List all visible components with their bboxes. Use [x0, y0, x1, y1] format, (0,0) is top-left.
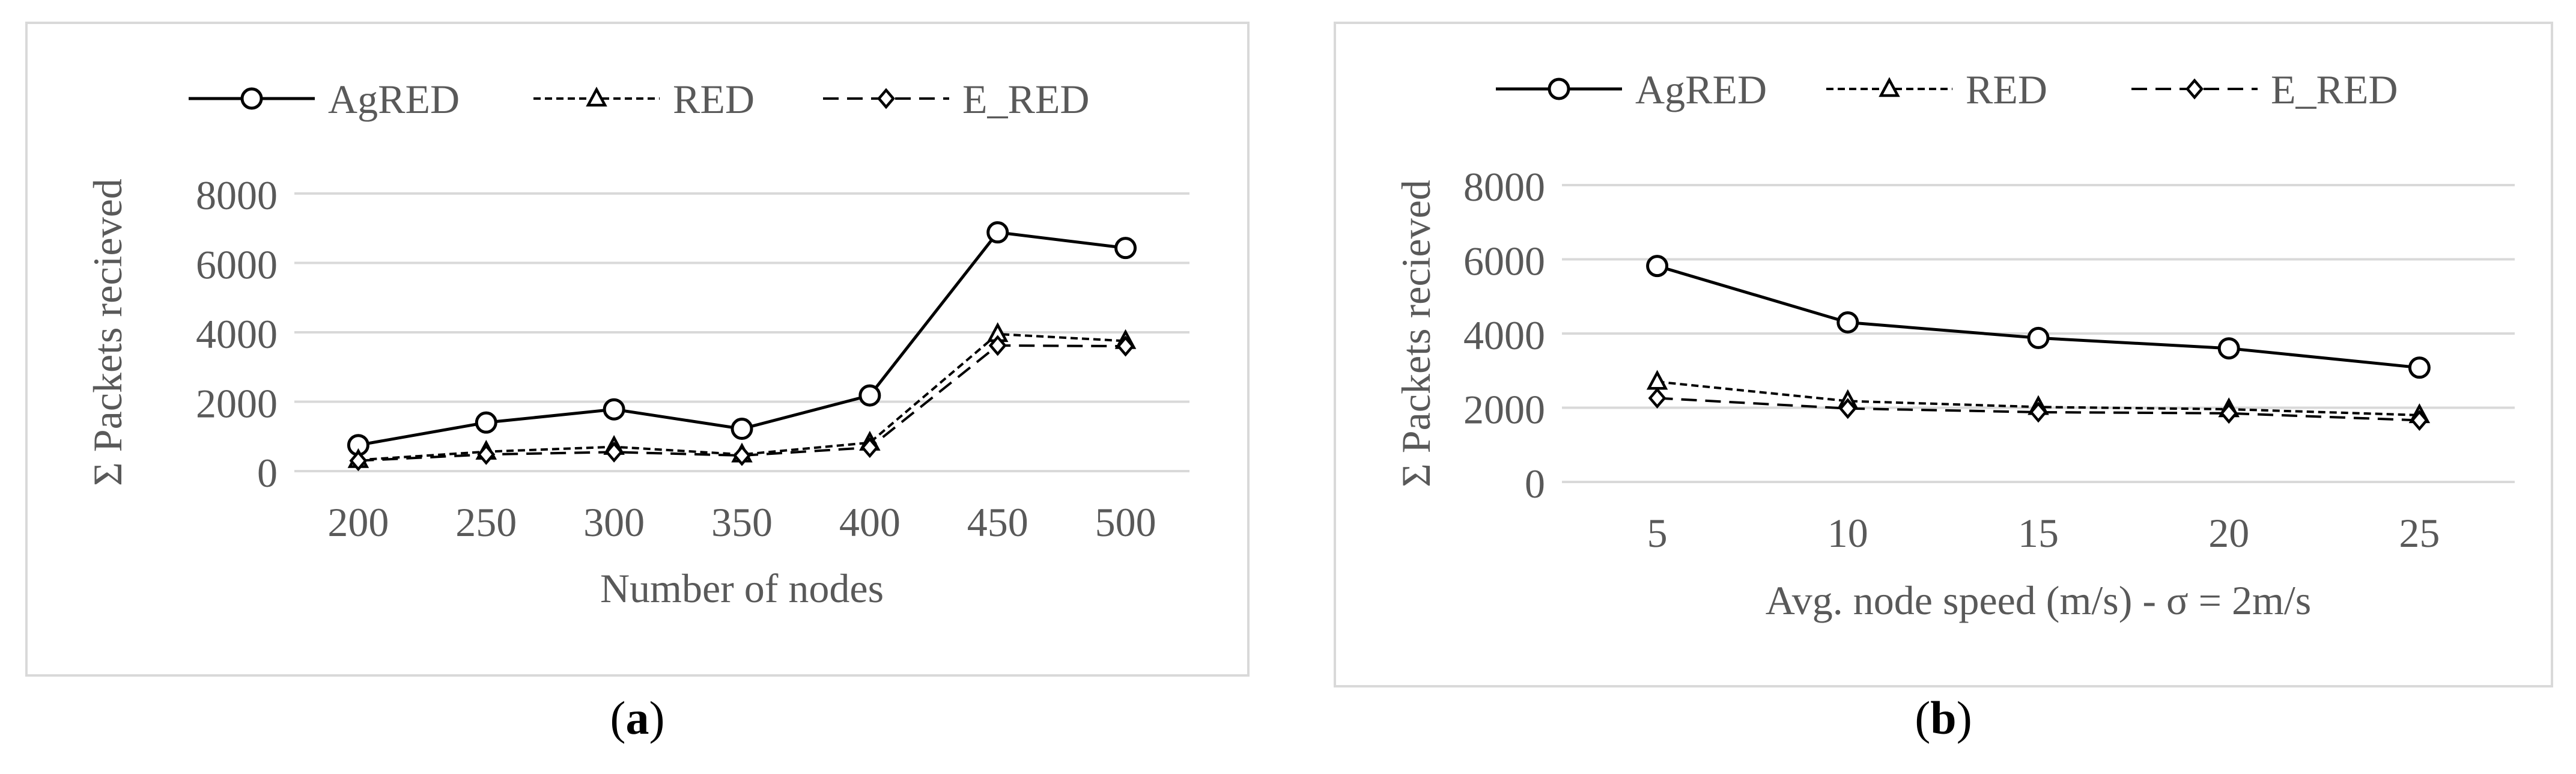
chart-a-ytick-label: 8000	[196, 172, 278, 218]
caption-a: (a)	[610, 692, 665, 744]
chart-a-xtick-label: 250	[455, 499, 517, 545]
chart-b-xtick-label: 25	[2399, 510, 2440, 556]
chart-a-legend-label-agred: AgRED	[328, 76, 460, 122]
chart-b-ytick-label: 0	[1525, 461, 1545, 507]
chart-a-xtick-label: 500	[1095, 499, 1156, 545]
chart-a-series-line-agred	[357, 231, 1126, 447]
chart-a-legend-marker-e-red	[877, 88, 895, 109]
chart-a-ytick-label: 4000	[196, 311, 278, 357]
chart-a-point-agred	[986, 221, 1009, 244]
chart-b-xtick-label: 5	[1647, 510, 1668, 556]
chart-b-point-e-red	[2410, 410, 2429, 431]
chart-a-point-e-red	[1116, 335, 1135, 357]
chart-a-point-e-red	[860, 437, 879, 459]
caption-a-letter: a	[625, 692, 649, 744]
chart-b-series-line-e-red	[1657, 397, 2420, 422]
chart-a-point-e-red	[349, 450, 368, 472]
chart-a-legend-marker-agred	[240, 87, 263, 110]
chart-b-legend-marker-e-red	[2186, 78, 2204, 100]
chart-a-ytick-label: 0	[257, 450, 278, 496]
chart-b-legend-label-red: RED	[1966, 67, 2047, 112]
chart-b-point-e-red	[1648, 387, 1666, 409]
chart-a-ytick-label: 2000	[196, 381, 278, 427]
chart-a-legend-label-red: RED	[673, 76, 755, 122]
chart-b-legend-label-e-red: E_RED	[2271, 67, 2398, 112]
chart-b-y-axis-title: Σ Packets recieved	[1393, 180, 1439, 487]
chart-a-x-axis-title: Number of nodes	[600, 565, 884, 611]
chart-b-legend-marker-red	[1879, 77, 1900, 97]
chart-b-point-agred	[1836, 311, 1859, 334]
chart-a: 0 2000 4000 6000 8000 200 250 300 350 400 450 500 Nu…	[85, 76, 1189, 611]
chart-a-point-e-red	[477, 443, 496, 465]
chart-a-ytick-label: 6000	[196, 242, 278, 288]
chart-b-point-red	[1646, 370, 1668, 390]
chart-b-point-e-red	[2220, 403, 2238, 424]
chart-b-ytick-label: 8000	[1463, 164, 1545, 210]
chart-b-point-agred	[2217, 337, 2240, 360]
chart-a-point-agred	[475, 411, 497, 434]
chart-a-series-line-red	[358, 332, 1126, 462]
chart-b-x-axis-title: Avg. node speed (m/s) - σ = 2m/s	[1766, 577, 2312, 623]
chart-b-ytick-label: 2000	[1463, 387, 1545, 433]
caption-b-letter: b	[1930, 692, 1957, 744]
chart-a-point-agred	[731, 418, 753, 440]
chart-a-legend-marker-red	[586, 87, 607, 107]
chart-b-xtick-label: 10	[1827, 510, 1868, 556]
chart-a-point-agred	[1114, 237, 1137, 260]
chart-a-xtick-label: 300	[583, 499, 645, 545]
chart-a-point-e-red	[605, 441, 624, 463]
chart-b-legend-label-agred: AgRED	[1635, 67, 1767, 112]
chart-b-legend-marker-agred	[1548, 78, 1570, 100]
chart-a-point-agred	[603, 398, 625, 421]
caption-b: (b)	[1915, 692, 1972, 744]
chart-b-point-agred	[1646, 255, 1669, 278]
chart-a-point-agred	[858, 384, 881, 407]
chart-a-point-e-red	[733, 445, 751, 466]
chart-a-xtick-label: 450	[967, 499, 1028, 545]
chart-b-xtick-label: 15	[2018, 510, 2059, 556]
chart-b-ytick-label: 6000	[1463, 239, 1545, 284]
panel-b-frame	[1334, 22, 2553, 687]
chart-b: 0 2000 4000 6000 8000 5 10 15 20 25 Avg. node spee…	[1393, 67, 2515, 623]
chart-a-legend-label-e-red: E_RED	[962, 76, 1090, 122]
chart-b-point-e-red	[1838, 398, 1857, 419]
chart-b-point-e-red	[2029, 401, 2047, 423]
chart-b-point-agred	[2408, 356, 2431, 379]
chart-b-point-agred	[2027, 326, 2050, 349]
chart-a-xtick-label: 350	[711, 499, 773, 545]
chart-a-xtick-label: 200	[327, 499, 389, 545]
chart-a-y-axis-title: Σ Packets recieved	[85, 178, 130, 486]
chart-b-xtick-label: 20	[2208, 510, 2249, 556]
chart-a-point-e-red	[988, 335, 1007, 356]
panel-a-frame	[25, 22, 1250, 677]
chart-b-series-line-agred	[1656, 264, 2420, 370]
chart-a-xtick-label: 400	[839, 499, 901, 545]
chart-b-ytick-label: 4000	[1463, 312, 1545, 358]
